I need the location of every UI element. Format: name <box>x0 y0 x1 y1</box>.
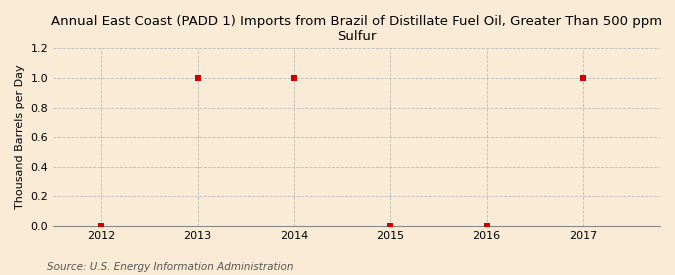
Text: Source: U.S. Energy Information Administration: Source: U.S. Energy Information Administ… <box>47 262 294 272</box>
Title: Annual East Coast (PADD 1) Imports from Brazil of Distillate Fuel Oil, Greater T: Annual East Coast (PADD 1) Imports from … <box>51 15 662 43</box>
Y-axis label: Thousand Barrels per Day: Thousand Barrels per Day <box>15 65 25 210</box>
